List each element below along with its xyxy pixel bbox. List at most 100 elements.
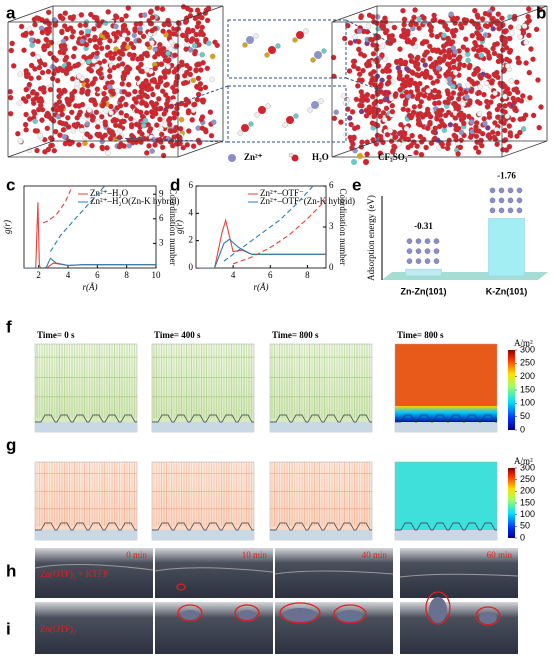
atom bbox=[112, 122, 119, 129]
atom bbox=[35, 54, 41, 60]
molecule-atom bbox=[286, 116, 294, 124]
atom bbox=[373, 57, 380, 63]
atom bbox=[199, 114, 206, 120]
atom bbox=[197, 86, 204, 92]
atom bbox=[475, 14, 481, 20]
atom bbox=[209, 53, 216, 60]
atom bbox=[23, 127, 29, 133]
deposit-edge bbox=[274, 570, 394, 575]
atom bbox=[44, 18, 50, 24]
atom bbox=[180, 4, 187, 10]
atom bbox=[506, 143, 513, 150]
atom bbox=[429, 32, 435, 38]
atom bbox=[123, 101, 129, 108]
atom bbox=[165, 50, 171, 57]
atom bbox=[84, 112, 90, 118]
atom bbox=[418, 98, 424, 105]
atom bbox=[397, 72, 403, 79]
atom bbox=[190, 77, 196, 84]
atom bbox=[415, 258, 422, 264]
atom bbox=[128, 122, 135, 128]
atom bbox=[451, 64, 457, 71]
atom bbox=[417, 103, 423, 109]
atom bbox=[415, 111, 421, 118]
atom bbox=[128, 41, 134, 47]
atom bbox=[133, 121, 140, 128]
colorbar-tick-label: 300 bbox=[520, 462, 535, 472]
atom bbox=[402, 83, 409, 89]
atom bbox=[424, 258, 431, 264]
atom bbox=[428, 140, 435, 146]
atom bbox=[161, 70, 168, 76]
atom bbox=[486, 55, 492, 61]
atom bbox=[59, 111, 65, 118]
colorbar-unit: A/m² bbox=[514, 338, 533, 348]
atom bbox=[447, 121, 454, 128]
atom bbox=[144, 52, 150, 59]
atom bbox=[471, 81, 477, 87]
atom bbox=[197, 81, 204, 87]
atom bbox=[478, 137, 484, 144]
atom bbox=[174, 75, 180, 81]
atom bbox=[452, 100, 458, 107]
atom bbox=[515, 89, 521, 95]
atom bbox=[368, 71, 374, 77]
atom bbox=[62, 10, 69, 16]
atom bbox=[149, 40, 155, 46]
atom bbox=[397, 46, 403, 52]
y-axis-label: g(r) bbox=[174, 220, 184, 234]
atom bbox=[104, 33, 111, 40]
cube-edge bbox=[331, 5, 378, 23]
deposit-edge bbox=[154, 567, 274, 573]
atom bbox=[371, 113, 377, 120]
photo-time: 60 min bbox=[487, 550, 513, 560]
atom bbox=[416, 25, 422, 31]
atom bbox=[207, 109, 214, 115]
atom bbox=[132, 88, 138, 95]
atom bbox=[137, 26, 143, 32]
atom bbox=[481, 91, 487, 98]
atom bbox=[60, 127, 67, 133]
atom bbox=[72, 103, 79, 109]
electrode bbox=[152, 522, 254, 531]
atom bbox=[379, 77, 385, 83]
atom bbox=[490, 26, 496, 32]
atom bbox=[130, 103, 136, 110]
atom bbox=[472, 7, 478, 14]
atom bbox=[171, 115, 178, 121]
atom bbox=[50, 118, 57, 124]
panel-label: h bbox=[6, 561, 16, 580]
atom bbox=[452, 69, 459, 76]
atom bbox=[209, 76, 215, 83]
atom bbox=[395, 65, 401, 71]
atom bbox=[158, 131, 165, 138]
legend-text: Zn²⁺–H₂O(Zn-K hybrid) bbox=[90, 196, 179, 206]
atom bbox=[457, 86, 464, 92]
atom bbox=[69, 139, 75, 145]
atom bbox=[79, 38, 85, 45]
atom bbox=[391, 24, 398, 31]
atom bbox=[357, 71, 363, 77]
atom bbox=[85, 28, 91, 35]
atom bbox=[514, 79, 520, 85]
atom bbox=[143, 102, 150, 109]
atom bbox=[177, 125, 184, 132]
legend-text: H₂O bbox=[312, 152, 329, 162]
atom bbox=[441, 123, 448, 129]
atom bbox=[99, 145, 106, 152]
atom bbox=[405, 107, 411, 113]
atom bbox=[447, 54, 453, 61]
atom bbox=[102, 20, 109, 26]
atom bbox=[463, 36, 469, 42]
atom bbox=[94, 63, 100, 70]
substrate bbox=[152, 530, 254, 540]
atom bbox=[371, 100, 377, 107]
atom bbox=[79, 89, 85, 95]
colorbar-tick-label: 300 bbox=[520, 344, 535, 354]
atom bbox=[69, 109, 75, 116]
atom bbox=[451, 58, 457, 64]
atom bbox=[89, 113, 95, 119]
atom bbox=[101, 101, 107, 107]
colorbar-tick-label: 150 bbox=[520, 497, 535, 507]
atom bbox=[458, 129, 465, 135]
